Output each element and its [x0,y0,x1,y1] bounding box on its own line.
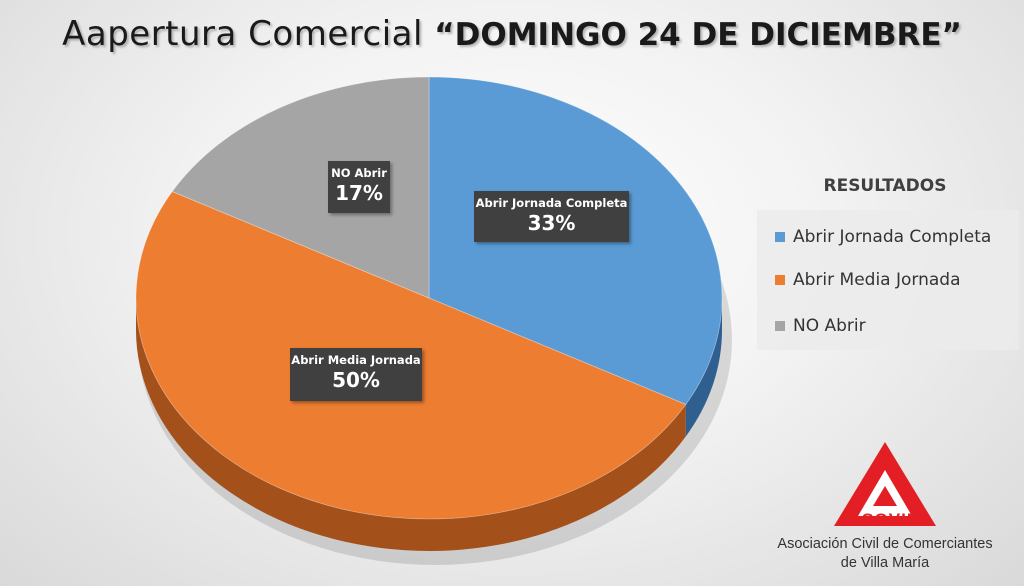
data-label-media-jornada: Abrir Media Jornada 50% [290,348,422,401]
title-prefix: Aapertura Comercial [62,14,435,54]
title-main: DOMINGO 24 DE DICIEMBRE [454,17,942,53]
data-label-value: 33% [527,211,576,235]
data-label-value: 50% [332,368,380,392]
legend-item-no-abrir: NO Abrir [775,311,866,341]
data-label-name: Abrir Jornada Completa [475,196,628,210]
title-close-quote: ” [941,17,962,53]
legend-swatch [775,275,785,285]
org-name-line2: de Villa María [840,555,930,571]
legend-label: Abrir Media Jornada [793,270,961,290]
legend-swatch [775,232,785,242]
legend: Abrir Jornada Completa Abrir Media Jorna… [757,210,1019,350]
legend-item-jornada-completa: Abrir Jornada Completa [775,222,991,252]
data-label-no-abrir: NO Abrir 17% [328,161,390,213]
data-label-name: Abrir Media Jornada [291,353,421,367]
legend-label: NO Abrir [793,316,866,336]
logo-text: ACOVIM [848,510,922,529]
data-label-name: NO Abrir [331,166,387,180]
data-label-jornada-completa: Abrir Jornada Completa 33% [474,191,629,242]
acovim-logo [834,442,936,526]
pie-slice-2 [171,76,430,299]
org-name-line1: Asociación Civil de Comerciantes [777,536,993,552]
legend-swatch [775,321,785,331]
title-open-quote: “ [434,17,455,53]
chart-title: Aapertura Comercial “DOMINGO 24 DE DICIE… [0,14,1024,54]
pie-side-0 [685,298,722,437]
legend-item-media-jornada: Abrir Media Jornada [775,265,961,295]
data-label-value: 17% [335,181,383,205]
legend-title: RESULTADOS [823,176,947,196]
legend-label: Abrir Jornada Completa [793,227,992,247]
pie-side-1 [135,298,686,552]
